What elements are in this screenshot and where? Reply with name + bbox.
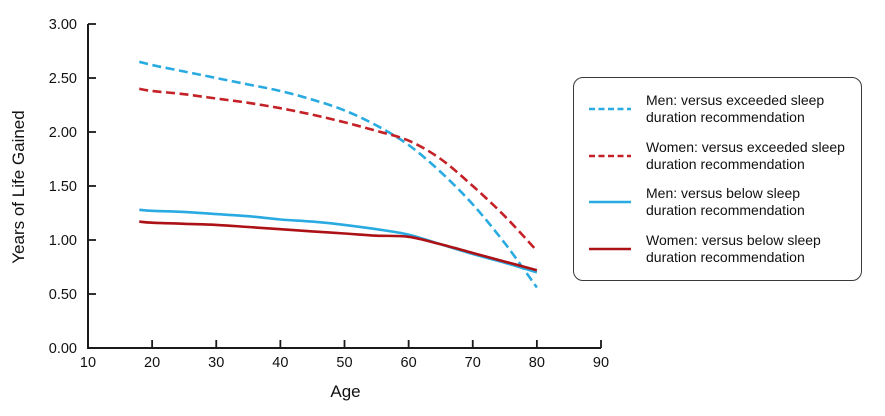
series-line-men-exceeded [138,60,538,289]
y-tick-label: 1.00 [49,233,77,249]
men-exceeded-dashed-line-sample [589,107,631,111]
y-tick-label: 3.00 [49,17,77,33]
legend: Men: versus exceeded sleep duration reco… [573,77,862,281]
axes [87,24,601,349]
men-below-solid-line-sample [589,200,631,204]
legend-entry-women-exceeded: Women: versus exceeded sleep duration re… [580,139,855,173]
series-line-women-exceeded [139,87,538,252]
x-tick-label: 70 [465,355,481,371]
x-tick-label: 40 [272,355,288,371]
legend-label-women-below: Women: versus below sleep duration recom… [646,231,821,265]
legend-entry-women-below: Women: versus below sleep duration recom… [580,232,855,266]
y-tick-label: 1.50 [49,179,77,195]
x-tick-label: 10 [80,355,96,371]
y-tick-label: 0.00 [49,341,77,357]
x-tick-label: 20 [144,355,160,371]
legend-label-men-below: Men: versus below sleep duration recomme… [646,185,805,219]
women-exceeded-dashed-line-sample [589,154,631,158]
x-tick-label: 60 [401,355,417,371]
legend-entry-men-below: Men: versus below sleep duration recomme… [580,185,855,219]
x-tick-label: 90 [593,355,609,371]
x-tick-label: 80 [529,355,545,371]
legend-label-men-exceeded: Men: versus exceeded sleep duration reco… [646,92,825,126]
x-axis-title: Age [330,382,361,401]
series-line-men-below [139,208,538,274]
women-below-solid-line-sample [589,247,631,251]
y-tick-label: 2.00 [49,125,77,141]
y-axis-title: Years of Life Gained [9,110,28,264]
legend-entry-men-exceeded: Men: versus exceeded sleep duration reco… [580,92,855,126]
y-tick-label: 0.50 [49,287,77,303]
legend-label-women-exceeded: Women: versus exceeded sleep duration re… [646,138,845,172]
y-tick-label: 2.50 [49,71,77,87]
x-tick-label: 50 [336,355,352,371]
x-tick-label: 30 [208,355,224,371]
series-line-women-below [139,220,538,272]
